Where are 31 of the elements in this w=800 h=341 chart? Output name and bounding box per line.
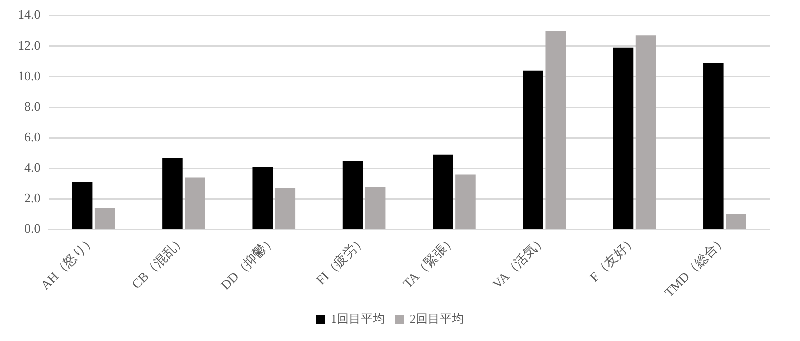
bar	[342, 160, 364, 230]
bar	[523, 70, 544, 230]
bar	[162, 158, 183, 230]
bar	[546, 31, 566, 230]
bar	[704, 63, 724, 230]
legend-label: 1回目平均	[331, 312, 385, 326]
y-tick-label: 14.0	[18, 7, 41, 22]
legend-label: 2回目平均	[410, 312, 464, 326]
y-tick-label: 6.0	[24, 129, 41, 144]
x-tick-label: FI（疲労）	[313, 232, 369, 288]
bar	[433, 154, 454, 230]
y-tick-label: 12.0	[18, 38, 41, 53]
y-tick-label: 2.0	[24, 190, 41, 206]
y-tick-label: 10.0	[18, 68, 41, 84]
x-tick-label: CB（混乱）	[128, 232, 189, 292]
bar	[456, 174, 476, 230]
bar	[185, 178, 206, 230]
bar	[275, 188, 296, 230]
bar	[636, 36, 656, 230]
y-tick-label: 4.0	[24, 160, 41, 176]
y-tick-label: 8.0	[24, 98, 41, 114]
bar	[613, 48, 634, 230]
bar	[94, 208, 116, 230]
bar	[252, 167, 274, 230]
x-tick-label: F（友好）	[586, 232, 640, 285]
x-tick-label: TA（緊張）	[400, 232, 459, 292]
x-tick-label: VA（活気）	[490, 232, 550, 292]
bar	[726, 214, 746, 230]
x-tick-label: DD（抑鬱）	[218, 232, 279, 293]
bar	[72, 182, 93, 230]
bar	[365, 186, 386, 230]
